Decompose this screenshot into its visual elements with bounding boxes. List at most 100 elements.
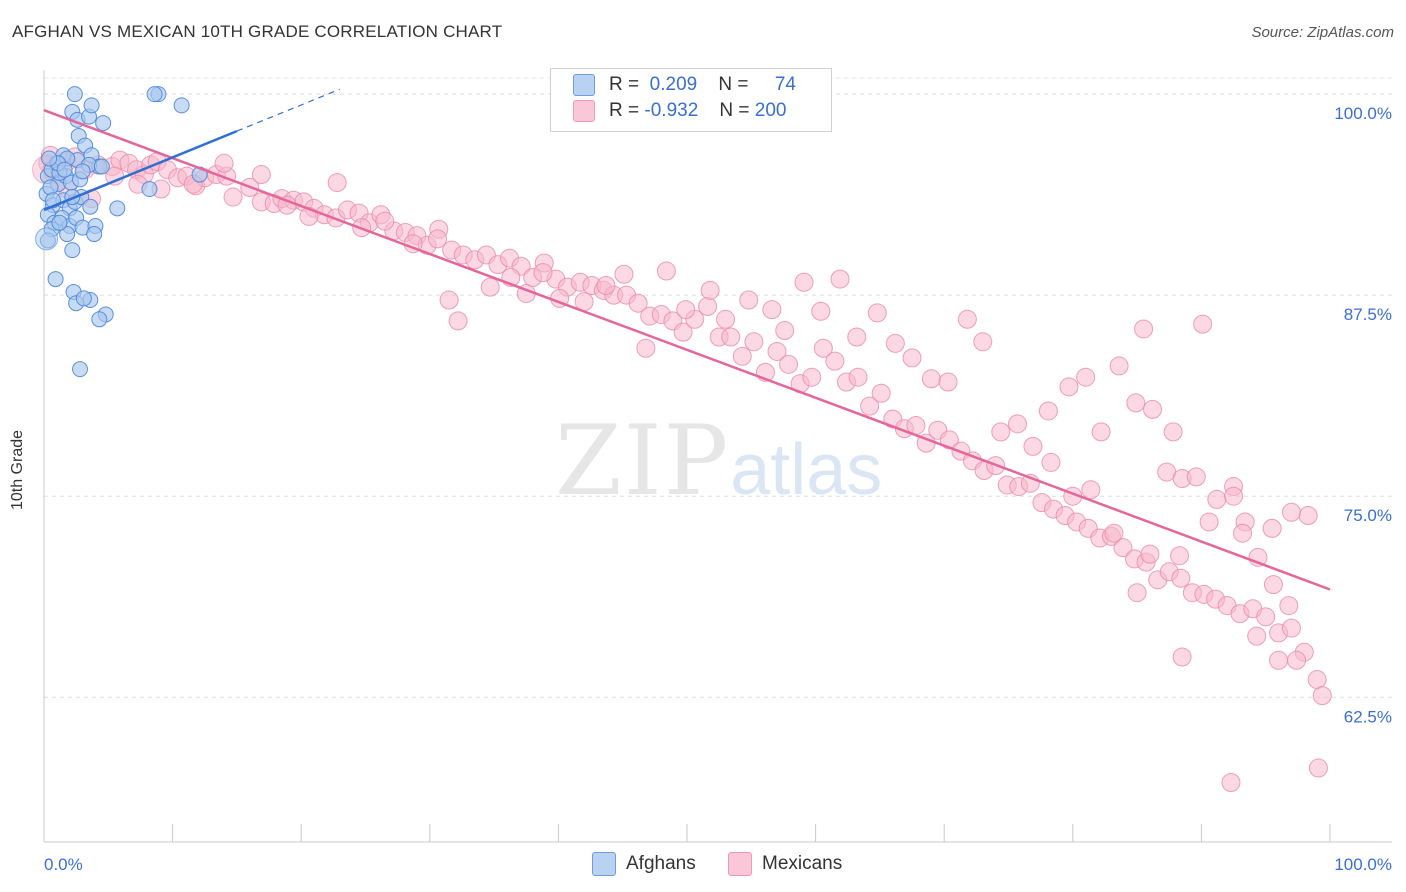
mexicans-point-166 — [1059, 377, 1079, 397]
afghans-point-0 — [66, 86, 83, 103]
afghans-point-3 — [173, 97, 190, 114]
mexicans-point-161 — [973, 332, 993, 352]
afghans-trend-extension — [236, 88, 341, 132]
mexicans-point-24 — [223, 187, 243, 207]
mexicans-point-197 — [1104, 523, 1124, 543]
afghans-point-52 — [91, 311, 108, 328]
mexicans-point-153 — [830, 269, 850, 289]
mexicans-point-196 — [1081, 480, 1101, 500]
afghans-point-39 — [59, 226, 76, 243]
mexicans-point-156 — [885, 333, 905, 353]
mexicans-point-63 — [673, 322, 693, 342]
mexicans-point-202 — [1262, 518, 1282, 538]
mexicans-trend-line — [43, 109, 1331, 591]
mexicans-point-164 — [1023, 436, 1043, 456]
mexicans-point-148 — [739, 290, 759, 310]
mexicans-r-value: -0.932 — [644, 100, 699, 122]
afghans-cluster-point — [35, 227, 59, 251]
mexicans-point-65 — [698, 296, 718, 316]
mexicans-point-170 — [1126, 393, 1146, 413]
mexicans-points — [32, 145, 1332, 792]
mexicans-legend-swatch — [728, 852, 752, 876]
afghans-point-62 — [56, 161, 73, 178]
mexicans-point-169 — [1109, 356, 1129, 376]
mexicans-point-141 — [596, 276, 616, 296]
grid-lines — [44, 77, 1392, 698]
mexicans-point-199 — [1170, 546, 1190, 566]
mexicans-point-151 — [794, 272, 814, 292]
mexicans-point-69 — [744, 332, 764, 352]
mexicans-point-180 — [1279, 596, 1299, 616]
watermark-zip: ZIP — [555, 405, 731, 517]
mexicans-point-171 — [1143, 399, 1163, 419]
afghans-legend-label: Afghans — [626, 853, 696, 875]
mexicans-point-72 — [779, 354, 799, 374]
stats-legend: R = 0.209 N = 74 R = -0.932 N = 200 — [550, 68, 832, 132]
mexicans-point-194 — [1038, 401, 1058, 421]
mexicans-point-162 — [991, 422, 1011, 442]
afghans-point-58 — [93, 158, 110, 175]
mexicans-point-101 — [1113, 538, 1133, 558]
y-axis-label: 10th Grade — [9, 429, 26, 511]
afghans-legend-swatch — [592, 852, 616, 876]
mexicans-point-168 — [1091, 422, 1111, 442]
afghans-swatch — [573, 74, 595, 96]
afghans-point-31 — [82, 198, 99, 215]
mexicans-point-192 — [1308, 758, 1328, 778]
mexicans-point-133 — [439, 290, 459, 310]
y-tick-label-3: 100.0% — [1334, 104, 1392, 123]
mexicans-point-143 — [636, 338, 656, 358]
mexicans-point-115 — [1281, 618, 1301, 638]
mexicans-point-163 — [1008, 414, 1028, 434]
bottom-legend-mexicans: Mexicans — [728, 852, 842, 876]
mexicans-point-182 — [1298, 506, 1318, 526]
afghans-point-2 — [146, 86, 163, 103]
afghans-r-label: R = — [609, 74, 640, 96]
afghans-point-44 — [51, 214, 68, 231]
afghans-n-label: N = — [718, 74, 749, 96]
mexicans-swatch — [573, 100, 595, 122]
mexicans-point-138 — [533, 263, 553, 283]
mexicans-point-113 — [1256, 607, 1276, 627]
mexicans-point-145 — [676, 300, 696, 320]
x-tick-label-1: 100.0% — [1334, 855, 1392, 874]
mexicans-point-189 — [1172, 647, 1192, 667]
afghans-point-50 — [75, 290, 92, 307]
mexicans-point-128 — [327, 173, 347, 193]
mexicans-point-117 — [1307, 670, 1327, 690]
mexicans-point-147 — [716, 309, 736, 329]
afghans-point-8 — [83, 97, 100, 114]
y-tick-label-0: 62.5% — [1344, 707, 1392, 726]
mexicans-point-184 — [1134, 319, 1154, 339]
y-tick-label-1: 75.0% — [1344, 506, 1392, 525]
mexicans-point-187 — [1224, 486, 1244, 506]
legend-row-afghans: R = 0.209 N = 74 — [573, 74, 796, 100]
mexicans-point-167 — [1076, 367, 1096, 387]
mexicans-point-78 — [848, 367, 868, 387]
mexicans-point-152 — [811, 301, 831, 321]
mexicans-r-label: R = — [609, 100, 640, 122]
mexicans-point-67 — [721, 327, 741, 347]
mexicans-point-106 — [1171, 568, 1191, 588]
mexicans-point-183 — [1312, 686, 1332, 706]
mexicans-point-130 — [375, 211, 395, 231]
mexicans-point-75 — [813, 338, 833, 358]
mexicans-point-200 — [1199, 512, 1219, 532]
afghans-point-45 — [64, 242, 81, 259]
mexicans-point-190 — [1247, 626, 1267, 646]
mexicans-point-175 — [1207, 489, 1227, 509]
afghans-point-46 — [47, 271, 64, 288]
afghans-point-32 — [109, 200, 126, 217]
tick-labels: 62.5% 75.0% 87.5% 100.0% 0.0% 100.0% — [44, 104, 1392, 874]
mexicans-point-135 — [480, 277, 500, 297]
mexicans-point-157 — [902, 348, 922, 368]
mexicans-point-144 — [656, 261, 676, 281]
afghans-point-24 — [141, 181, 158, 198]
afghans-point-42 — [86, 226, 103, 243]
mexicans-point-155 — [867, 303, 887, 323]
mexicans-point-193 — [1221, 772, 1241, 792]
mexicans-point-59 — [628, 293, 648, 313]
bottom-legend-afghans: Afghans — [592, 852, 696, 876]
mexicans-point-132 — [428, 229, 448, 249]
